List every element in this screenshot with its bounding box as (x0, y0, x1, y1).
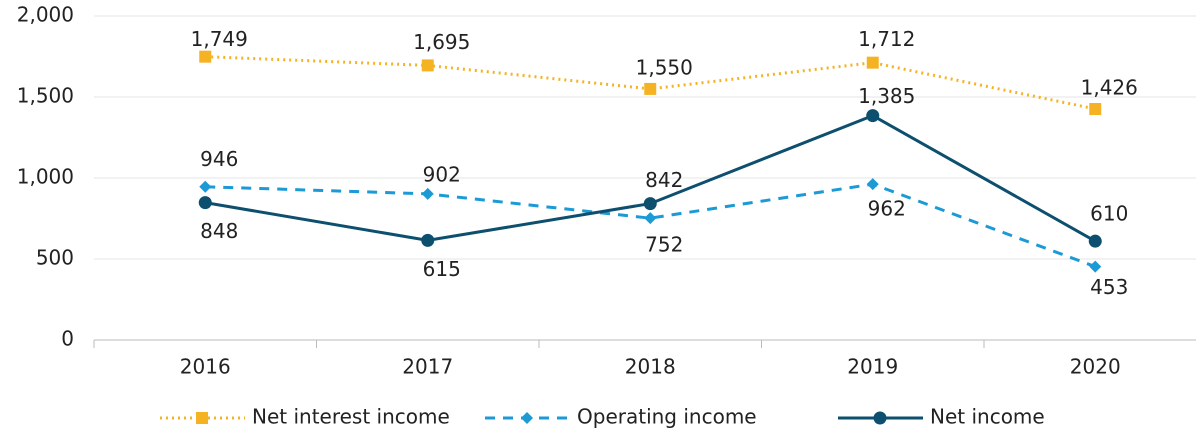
point (644, 212, 657, 225)
legend-marker (873, 411, 887, 425)
legend-label: Net income (930, 405, 1045, 429)
y-tick-label: 1,500 (17, 84, 74, 108)
data-label: 1,385 (858, 84, 915, 108)
point (1089, 102, 1102, 115)
data-label: 946 (200, 147, 238, 171)
point (1088, 234, 1102, 248)
point (421, 187, 434, 200)
point (199, 50, 212, 63)
data-label: 1,426 (1081, 75, 1138, 99)
x-tick-label: 2018 (625, 355, 676, 379)
data-label: 1,749 (191, 27, 248, 51)
data-label: 1,712 (858, 27, 915, 51)
y-tick-label: 1,000 (17, 165, 74, 189)
data-label: 453 (1090, 275, 1128, 299)
legend-marker (196, 412, 208, 424)
data-label: 615 (423, 257, 461, 281)
point (644, 82, 657, 95)
data-label: 752 (645, 233, 683, 257)
x-tick-label: 2017 (402, 355, 453, 379)
data-label: 1,695 (413, 30, 470, 54)
data-label: 902 (423, 162, 461, 186)
point (1089, 260, 1102, 273)
point (866, 56, 879, 69)
y-tick-label: 0 (61, 327, 74, 351)
series-line (205, 182, 1096, 269)
point (198, 196, 212, 210)
point (866, 109, 880, 123)
legend-marker (521, 412, 533, 424)
data-label: 848 (200, 219, 238, 243)
x-tick-label: 2020 (1070, 355, 1121, 379)
data-label: 1,550 (636, 55, 693, 79)
y-tick-label: 500 (36, 246, 74, 270)
point (421, 59, 434, 72)
point (421, 233, 435, 247)
x-tick-label: 2016 (180, 355, 231, 379)
point (643, 197, 657, 211)
point (199, 180, 212, 193)
legend-label: Net interest income (252, 405, 450, 429)
data-label: 962 (868, 197, 906, 221)
legend-label: Operating income (577, 405, 757, 429)
point (866, 178, 879, 191)
data-label: 610 (1090, 202, 1128, 226)
data-label: 842 (645, 168, 683, 192)
x-tick-label: 2019 (847, 355, 898, 379)
y-tick-label: 2,000 (17, 3, 74, 27)
